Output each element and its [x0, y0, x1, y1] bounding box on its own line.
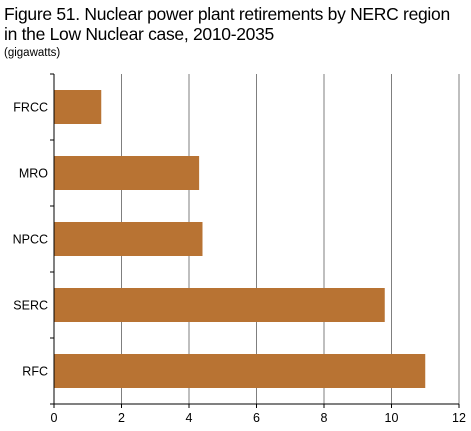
bar-rfc	[54, 354, 426, 388]
x-tick-label-0: 0	[51, 411, 58, 425]
x-tick-label-12: 12	[452, 411, 466, 425]
units-label: (gigawatts)	[4, 47, 61, 59]
category-label-npcc: NPCC	[13, 233, 48, 247]
x-tick-label-8: 8	[321, 411, 328, 425]
bar-npcc	[54, 222, 203, 256]
category-label-mro: MRO	[19, 167, 48, 181]
bars	[54, 90, 426, 388]
category-label-rfc: RFC	[22, 365, 48, 379]
category-label-serc: SERC	[13, 299, 48, 313]
tick-labels: FRCC MRO NPCC SERC RFC 0 2 4 6 8 10 12	[13, 101, 466, 426]
x-tick-label-2: 2	[118, 411, 125, 425]
x-tick-label-6: 6	[253, 411, 260, 425]
bar-serc	[54, 288, 385, 322]
axes	[50, 73, 460, 408]
x-tick-label-4: 4	[186, 411, 193, 425]
bar-mro	[54, 156, 200, 190]
chart-title: Figure 51. Nuclear power plant retiremen…	[4, 4, 450, 44]
x-tick-label-10: 10	[385, 411, 399, 425]
bar-frcc	[54, 90, 102, 124]
category-label-frcc: FRCC	[13, 101, 48, 115]
